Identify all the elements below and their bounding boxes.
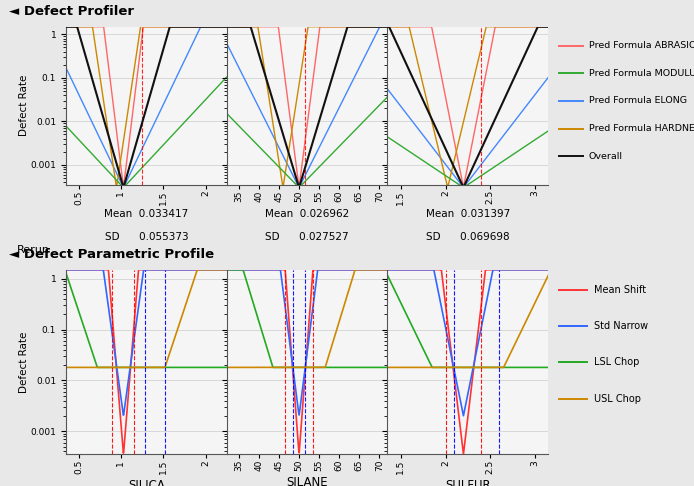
Text: ◄ Defect Parametric Profile: ◄ Defect Parametric Profile [9, 248, 214, 261]
Text: Rerun: Rerun [17, 245, 49, 255]
X-axis label: SILICA: SILICA [128, 479, 164, 486]
Text: SD      0.069698: SD 0.069698 [426, 232, 509, 242]
Text: ◄ Defect Profiler: ◄ Defect Profiler [9, 5, 134, 18]
Text: Mean  0.031397: Mean 0.031397 [425, 208, 510, 219]
Text: Pred Formula MODULUS: Pred Formula MODULUS [589, 69, 694, 78]
Text: Mean  0.033417: Mean 0.033417 [104, 208, 189, 219]
Text: USL Chop: USL Chop [594, 394, 641, 403]
X-axis label: SILANE: SILANE [287, 476, 328, 486]
Y-axis label: Defect Rate: Defect Rate [19, 331, 29, 393]
Text: SD      0.055373: SD 0.055373 [105, 232, 188, 242]
X-axis label: SULFUR: SULFUR [445, 479, 491, 486]
Text: Mean Shift: Mean Shift [594, 285, 646, 295]
Text: Pred Formula ELONG: Pred Formula ELONG [589, 96, 686, 105]
Text: LSL Chop: LSL Chop [594, 357, 639, 367]
Text: Std Narrow: Std Narrow [594, 321, 648, 331]
Text: SD      0.027527: SD 0.027527 [265, 232, 349, 242]
Y-axis label: Defect Rate: Defect Rate [19, 75, 29, 137]
Text: Pred Formula HARDNESS: Pred Formula HARDNESS [589, 124, 694, 133]
Text: Overall: Overall [589, 152, 623, 161]
Text: Mean  0.026962: Mean 0.026962 [265, 208, 349, 219]
Text: Pred Formula ABRASION: Pred Formula ABRASION [589, 41, 694, 50]
